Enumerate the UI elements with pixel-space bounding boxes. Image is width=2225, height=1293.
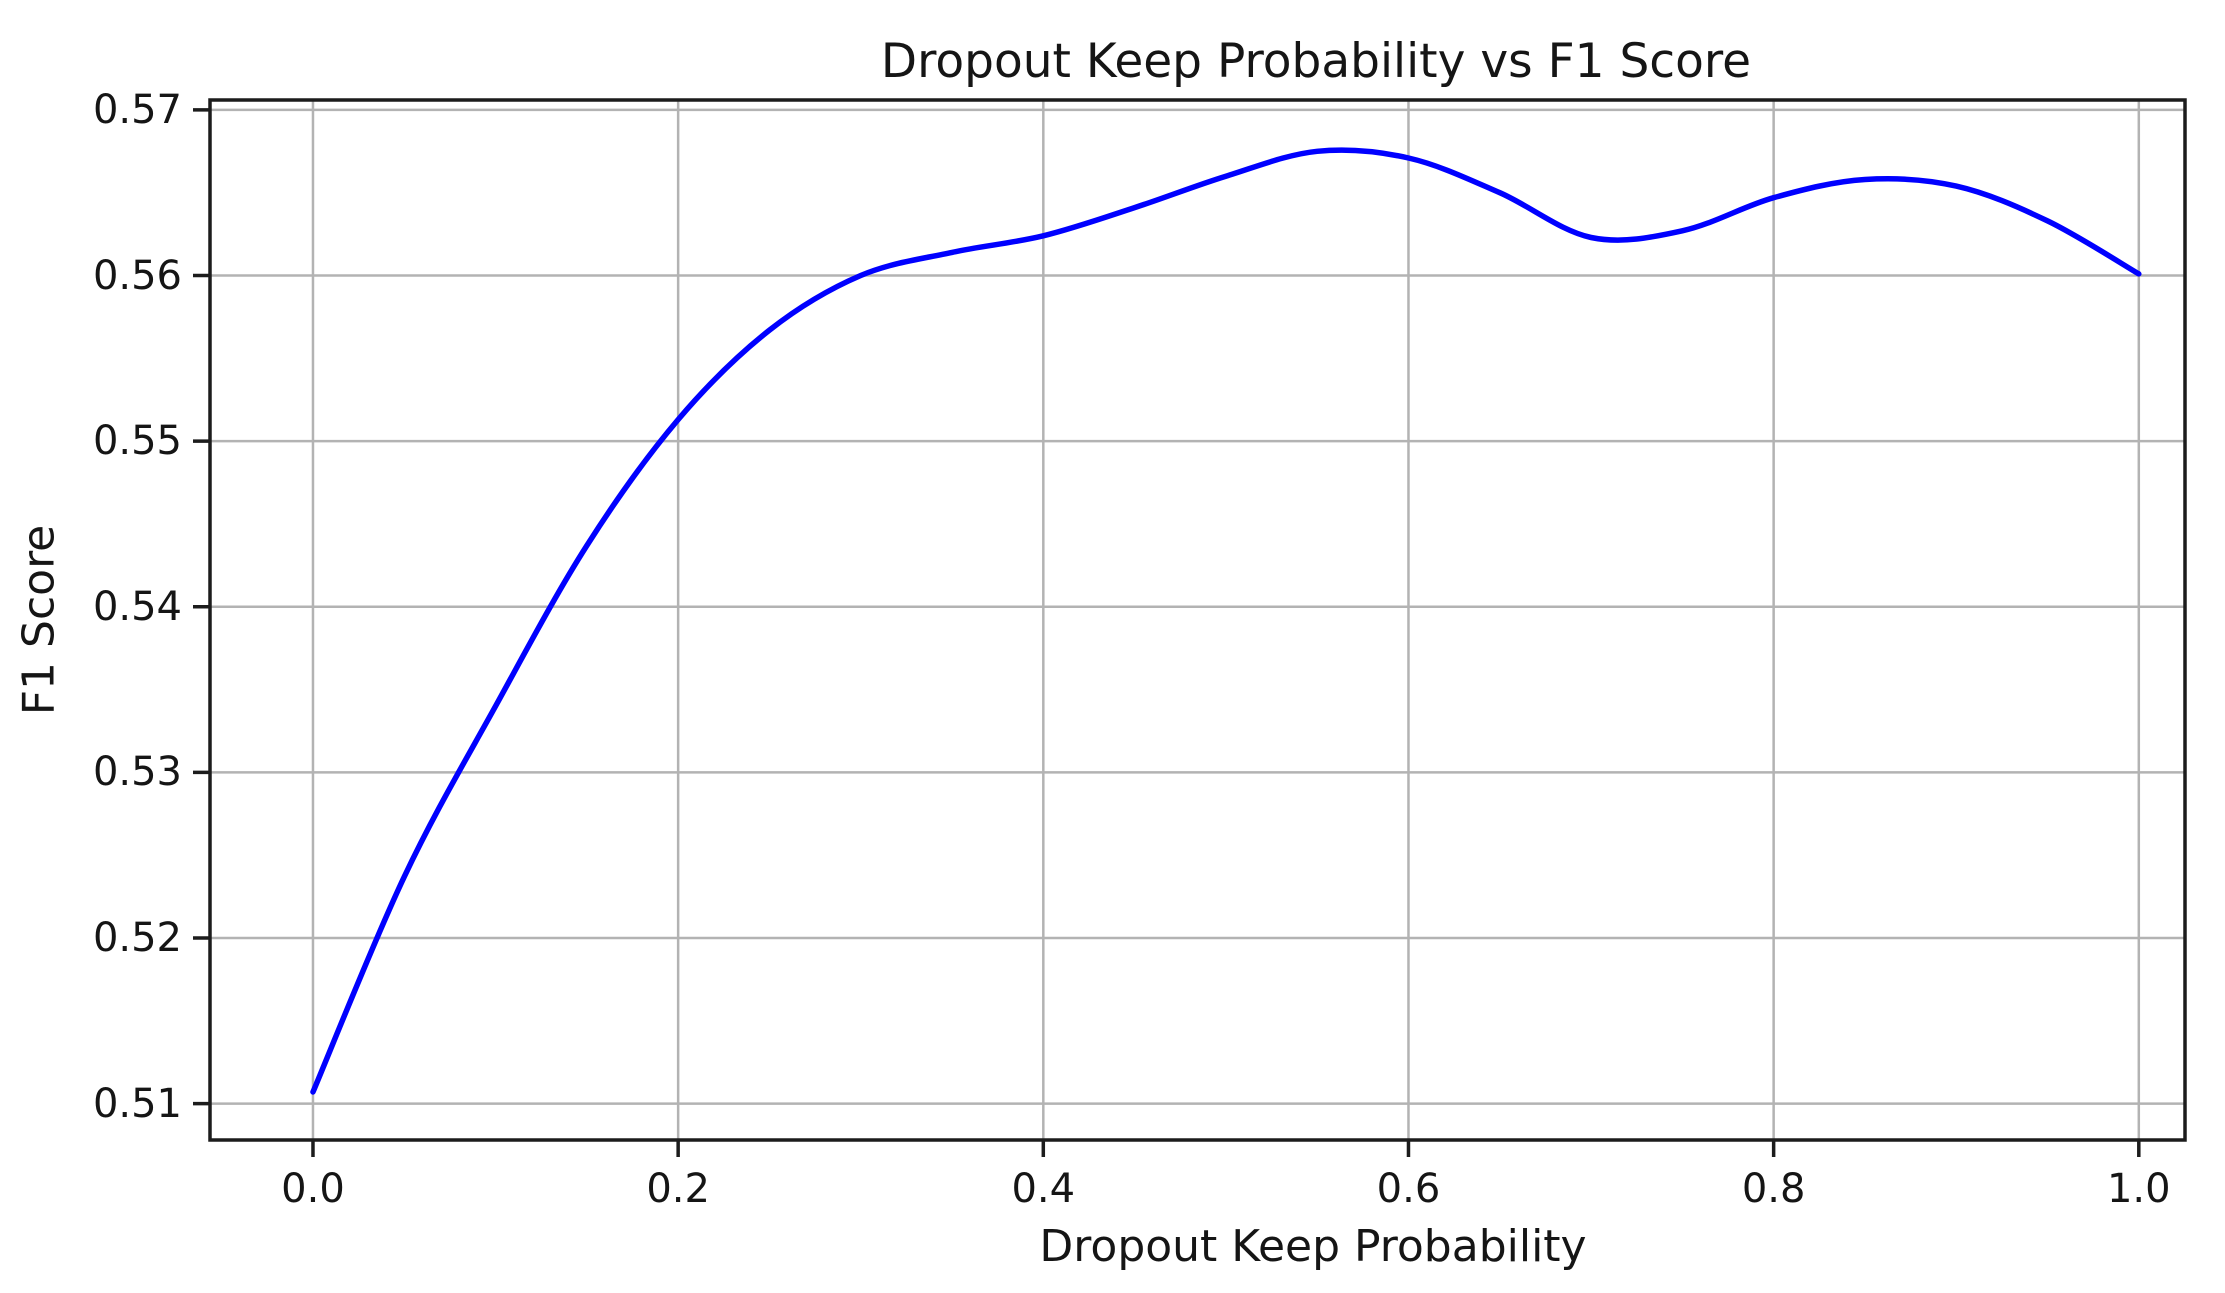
f1-score-curve-line [310, 147, 2142, 1095]
y-tick-label: 0.56 [92, 252, 182, 299]
x-tick-label: 0.2 [646, 1166, 710, 1212]
x-axis-label: Dropout Keep Probability [1039, 1221, 1587, 1272]
y-tick-label: 0.52 [92, 914, 182, 961]
y-tick-label: 0.51 [92, 1080, 182, 1127]
plot-border [208, 98, 2187, 1142]
x-tick-label: 0.0 [281, 1166, 345, 1212]
chart-title: Dropout Keep Probability vs F1 Score [880, 34, 1752, 89]
y-tick-label: 0.55 [92, 418, 182, 465]
x-tick-label: 0.4 [1011, 1166, 1076, 1212]
y-tick-label: 0.53 [92, 749, 182, 796]
x-tick-label: 0.6 [1376, 1166, 1441, 1212]
x-tick-label: 0.8 [1741, 1166, 1806, 1212]
x-tick-label: 1.0 [2106, 1166, 2171, 1212]
gridlines [210, 100, 2185, 1140]
y-tick-label: 0.57 [92, 86, 182, 133]
axis-tick-marks [193, 108, 2141, 1157]
y-tick-label: 0.54 [92, 583, 182, 630]
